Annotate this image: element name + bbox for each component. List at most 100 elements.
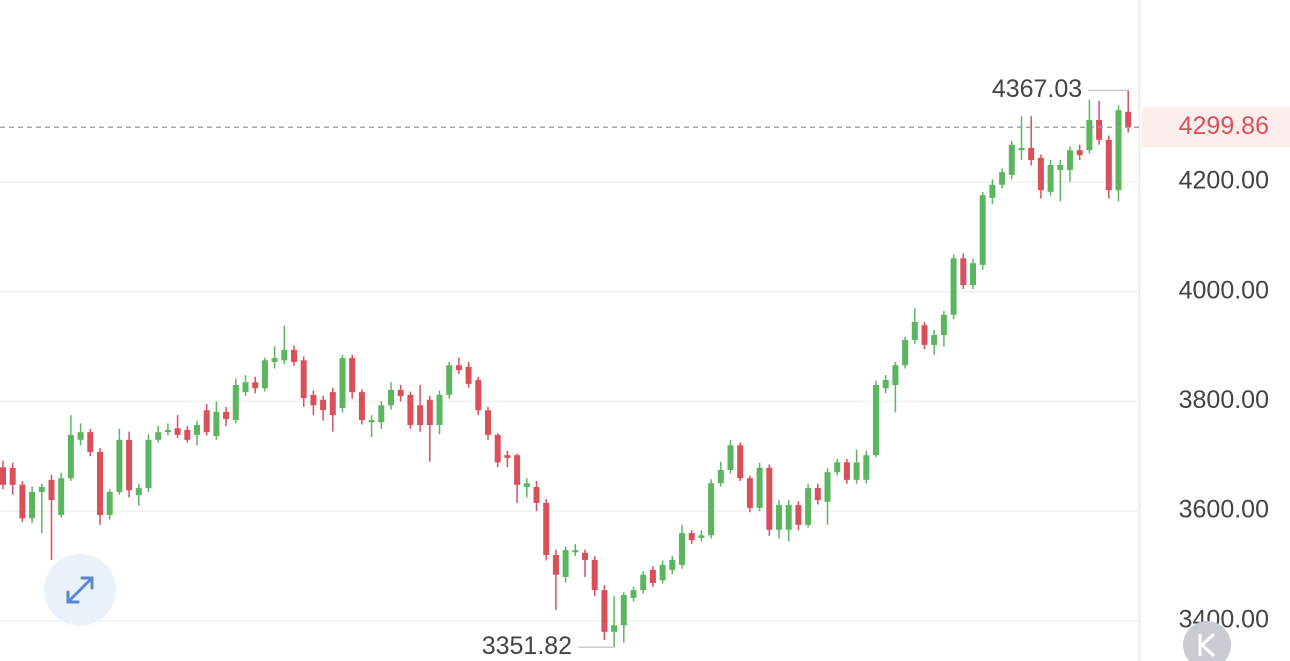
candle-body	[533, 487, 540, 503]
candle-body	[174, 428, 181, 435]
candle-body	[203, 410, 210, 433]
candle-body	[1047, 165, 1054, 192]
candle-body	[504, 455, 511, 458]
candle-body	[882, 380, 889, 389]
candle-body	[310, 394, 317, 406]
candle-body	[455, 365, 462, 371]
candle-body	[892, 365, 899, 385]
candle-body	[184, 429, 191, 440]
candle-body	[378, 405, 385, 423]
candle-body	[679, 533, 685, 565]
expand-icon[interactable]	[66, 576, 94, 604]
candle-body	[834, 462, 841, 473]
candles	[0, 90, 1132, 648]
candle-body	[97, 451, 103, 515]
candle-body	[727, 445, 734, 470]
candle-body	[659, 564, 666, 581]
candle-body	[1105, 139, 1112, 191]
candle-body	[242, 382, 249, 393]
candle-body	[514, 455, 521, 485]
candle-body	[979, 195, 986, 265]
candle-body	[572, 550, 579, 553]
labels: 3400.003600.003800.004000.004200.004367.…	[0, 75, 1290, 660]
candle-body	[766, 467, 773, 530]
y-tick-label: 3800.00	[1179, 386, 1269, 414]
candle-body	[931, 335, 938, 345]
candle-body	[708, 483, 715, 536]
candle-body	[756, 467, 763, 508]
candle-body	[339, 358, 346, 409]
candle-body	[281, 349, 288, 361]
candle-body	[523, 483, 530, 488]
candle-body	[1086, 120, 1093, 151]
candle-body	[940, 314, 947, 336]
candle-body	[1096, 120, 1103, 140]
candle-body	[388, 389, 394, 406]
candle-body	[853, 462, 860, 480]
candle-body	[1057, 165, 1064, 170]
candle-body	[475, 380, 482, 411]
candle-body	[145, 439, 152, 489]
candle-body	[1125, 111, 1132, 128]
candle-body	[873, 384, 879, 456]
candle-body	[135, 488, 142, 496]
candle-body	[29, 491, 36, 519]
candle-body	[1028, 147, 1035, 161]
candle-body	[1037, 157, 1044, 191]
candle-body	[746, 478, 753, 508]
candle-body	[669, 559, 676, 570]
candle-body	[601, 590, 608, 632]
candle-body	[271, 358, 278, 362]
candle-body	[0, 467, 6, 485]
candle-body	[1008, 144, 1015, 175]
candle-body	[805, 488, 812, 525]
expand-button[interactable]	[44, 554, 116, 626]
last-price-label: 4299.86	[1179, 112, 1269, 140]
candle-body	[795, 505, 802, 525]
candle-body	[950, 258, 957, 315]
candle-body	[77, 432, 84, 440]
candle-body	[591, 559, 598, 591]
candle-body	[989, 184, 996, 198]
y-tick-label: 4000.00	[1179, 276, 1269, 304]
candle-body	[640, 574, 647, 591]
candle-body	[417, 405, 424, 426]
candle-body	[329, 392, 336, 416]
candle-body	[446, 365, 453, 395]
candle-body	[1067, 150, 1073, 170]
candle-body	[368, 420, 375, 423]
candle-body	[785, 505, 792, 530]
candle-body	[213, 411, 220, 436]
candle-body	[911, 321, 918, 340]
k-button[interactable]	[1183, 621, 1231, 661]
candle-body	[106, 491, 113, 515]
candle-body	[223, 411, 230, 419]
candle-body	[38, 487, 45, 492]
candle-body	[921, 325, 928, 345]
candle-body	[717, 469, 724, 484]
candle-body	[863, 455, 870, 480]
candle-body	[485, 410, 491, 435]
candle-body	[194, 425, 200, 435]
candle-body	[407, 394, 414, 426]
min-label: 3351.82	[482, 632, 572, 660]
candle-body	[698, 535, 705, 539]
candle-body	[999, 172, 1006, 185]
candle-body	[649, 569, 656, 583]
candle-body	[552, 555, 559, 575]
candle-body	[1076, 150, 1083, 156]
candle-body	[252, 382, 259, 389]
candle-body	[436, 394, 443, 426]
candle-body	[300, 360, 307, 399]
candle-body	[155, 432, 162, 440]
candle-body	[87, 432, 94, 452]
candle-body	[67, 434, 74, 479]
y-tick-label: 4200.00	[1179, 167, 1269, 195]
k-icon[interactable]	[1198, 632, 1216, 658]
candle-body	[465, 366, 472, 384]
last-price-bg	[1142, 107, 1290, 148]
candle-body	[776, 505, 782, 530]
candle-body	[116, 439, 123, 492]
y-tick-label: 3600.00	[1179, 496, 1269, 524]
